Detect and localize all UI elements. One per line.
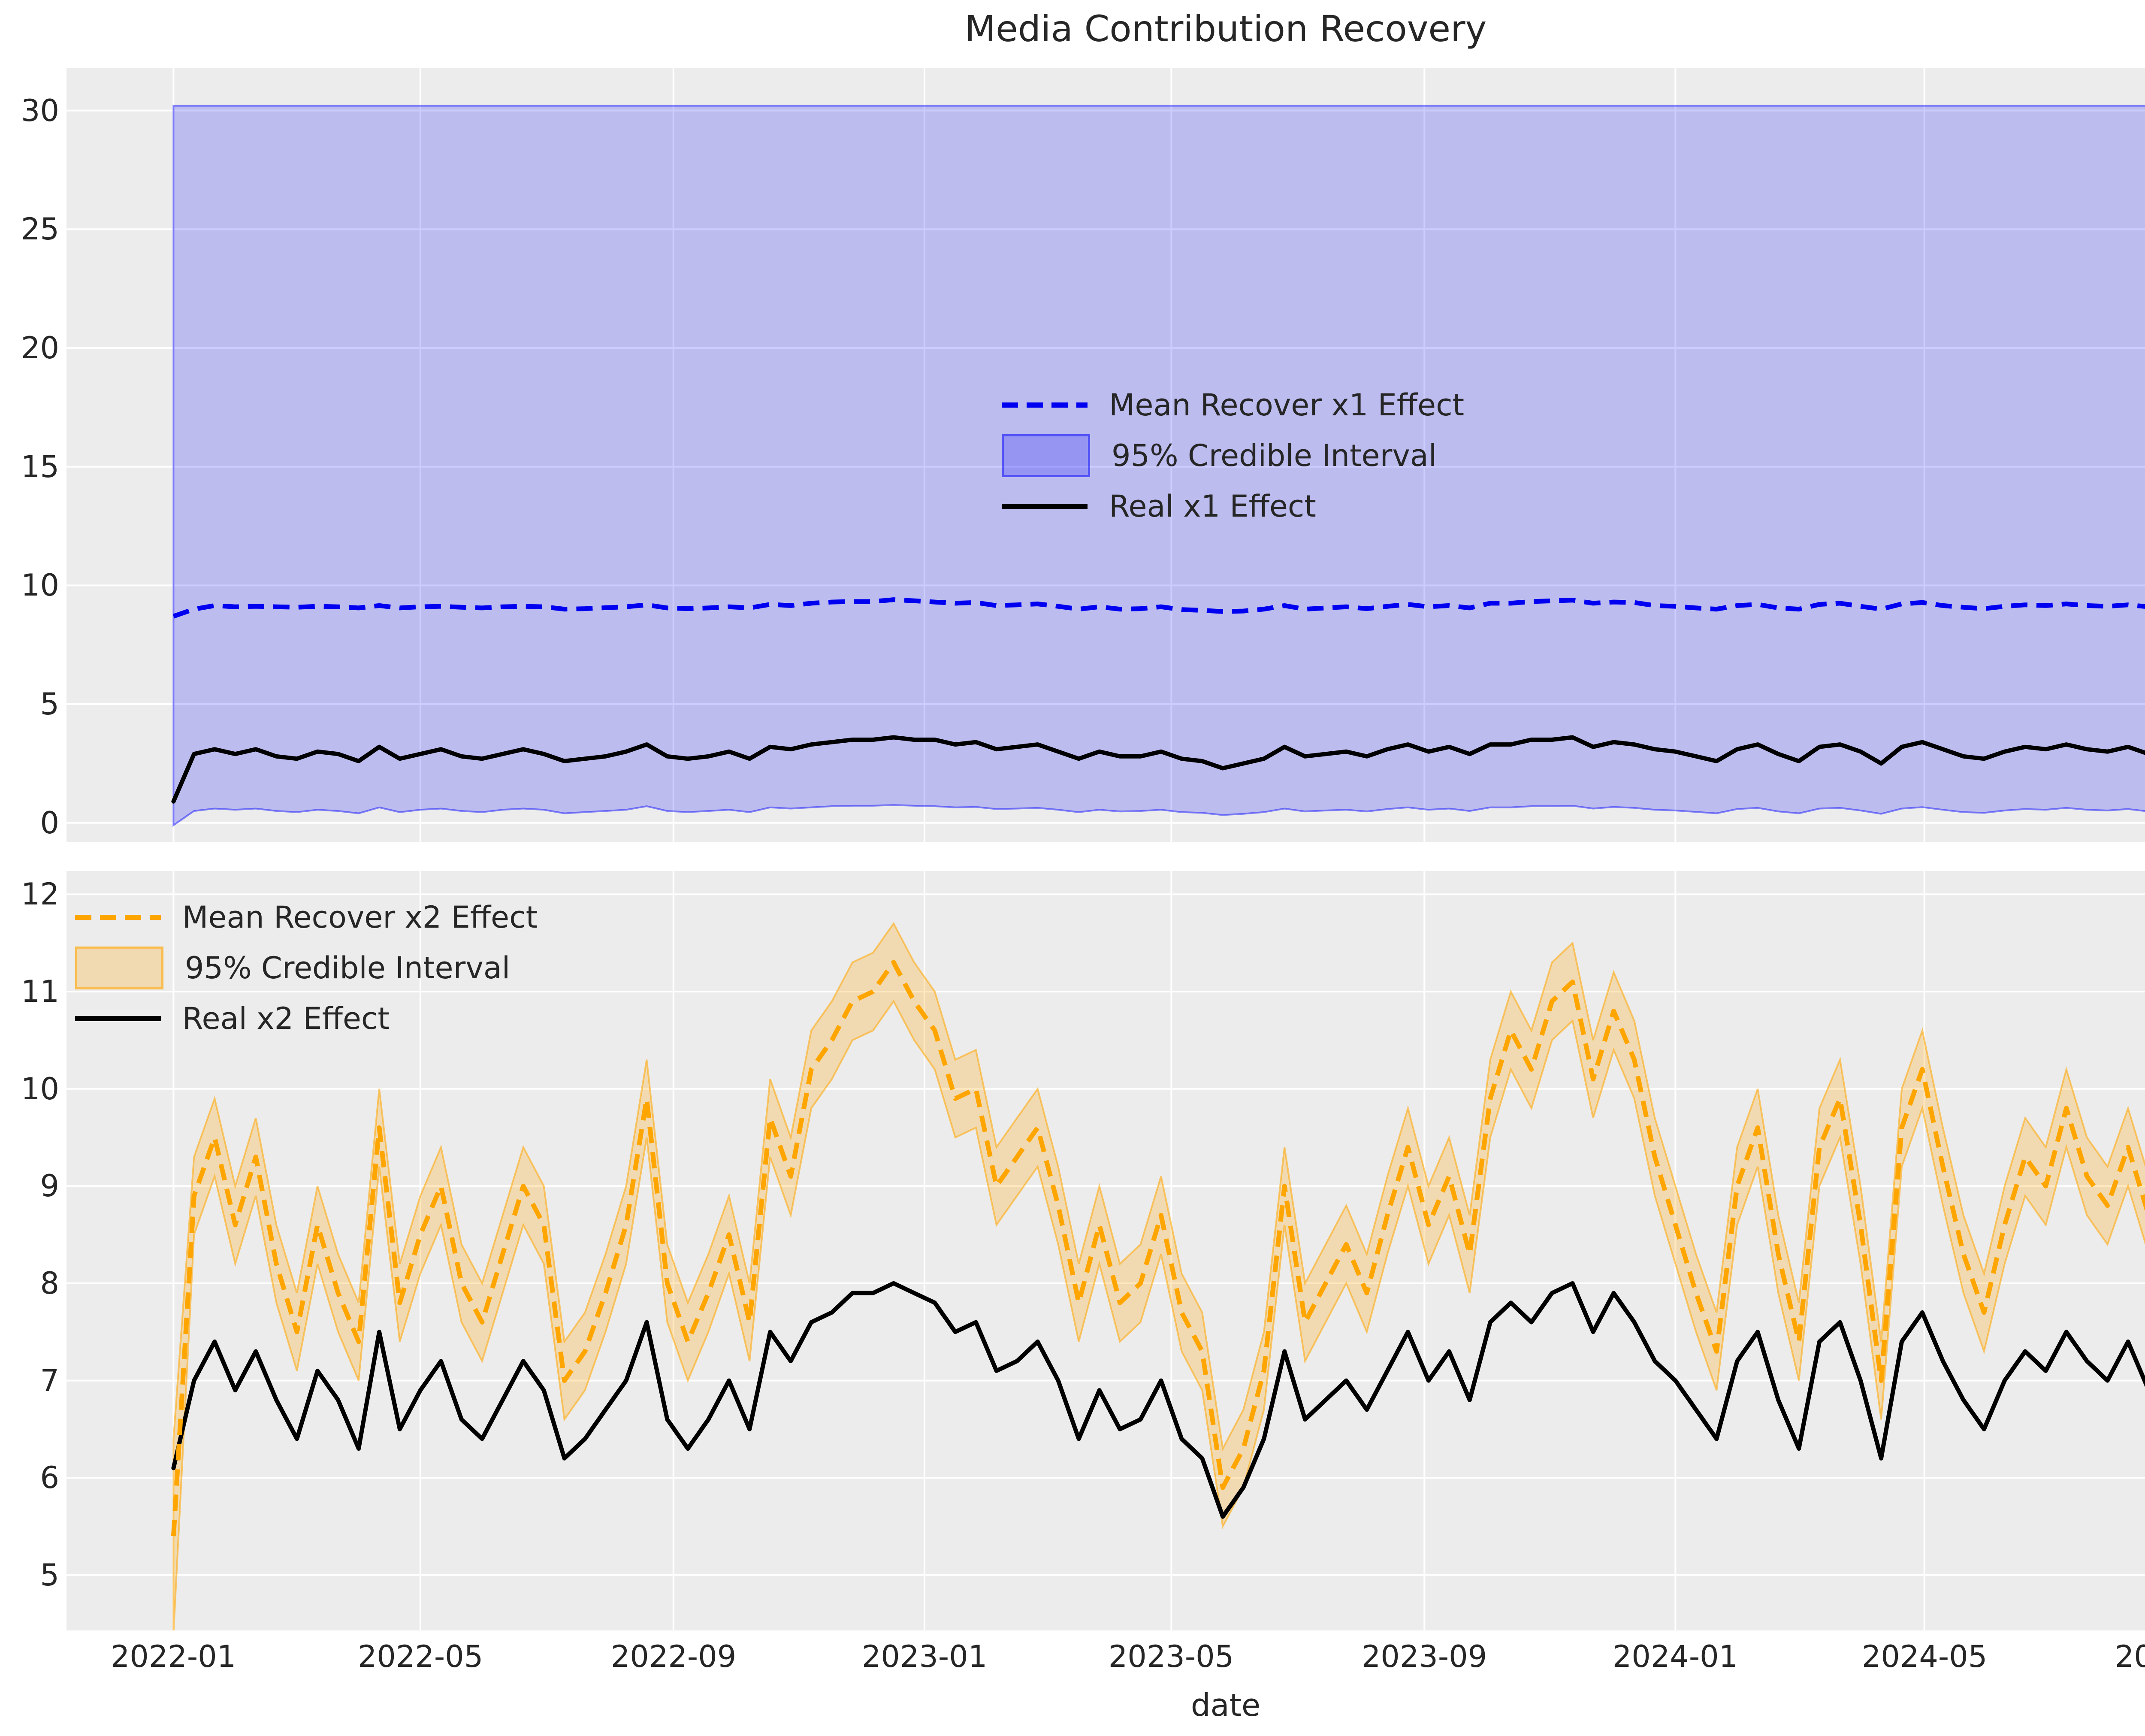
y-tick-label: 12	[21, 877, 59, 912]
legend-label: Mean Recover x1 Effect	[1109, 387, 1465, 423]
legend-item-real-x2: Real x2 Effect	[75, 999, 538, 1038]
legend-label: Mean Recover x2 Effect	[182, 899, 538, 935]
mean-x2-line	[171, 960, 2145, 1536]
legend-label: Real x2 Effect	[182, 1001, 390, 1036]
legend-item-ci-x1: 95% Credible Interval	[1002, 434, 1464, 477]
legend-x2: Mean Recover x2 Effect 95% Credible Inte…	[75, 898, 538, 1038]
y-tick-label: 20	[21, 330, 59, 366]
dashed-line-swatch	[1002, 402, 1088, 408]
legend-label: Real x1 Effect	[1109, 488, 1316, 524]
credible-band-x1	[172, 105, 2145, 827]
solid-line-swatch	[1002, 504, 1088, 509]
subplot-x1	[66, 68, 2145, 842]
solid-line-swatch	[75, 1016, 161, 1021]
legend-item-real-x1: Real x1 Effect	[1002, 487, 1464, 526]
x-axis-label: date	[1190, 1687, 1261, 1723]
y-tick-label: 30	[21, 93, 59, 128]
legend-item-ci-x2: 95% Credible Interval	[75, 947, 538, 989]
credible-band-x2	[172, 922, 2145, 1630]
y-tick-label: 15	[21, 449, 59, 484]
y-tick-label: 5	[40, 687, 59, 722]
y-tick-label: 11	[21, 974, 59, 1009]
legend-label: 95% Credible Interval	[185, 950, 511, 986]
real-x2-line	[171, 1281, 2145, 1519]
y-tick-label: 9	[40, 1168, 59, 1204]
y-tick-label: 25	[21, 212, 59, 247]
y-tick-label: 0	[40, 805, 59, 841]
x-tick-label: 2023-01	[861, 1639, 988, 1674]
x-tick-label: 2022-05	[357, 1639, 483, 1674]
x-tick-label: 2022-01	[110, 1639, 236, 1674]
mean-x1-line	[172, 597, 2145, 619]
chart-title: Media Contribution Recovery	[964, 8, 1487, 50]
legend-label: 95% Credible Interval	[1112, 438, 1437, 473]
band-swatch	[1002, 434, 1090, 477]
y-tick-label: 5	[40, 1558, 59, 1593]
legend-item-mean-x1: Mean Recover x1 Effect	[1002, 385, 1464, 425]
legend-x1: Mean Recover x1 Effect 95% Credible Inte…	[1002, 385, 1464, 526]
x-tick-label: 2024-01	[1612, 1639, 1738, 1674]
x-tick-label: 2022-09	[610, 1639, 737, 1674]
y-tick-label: 10	[21, 568, 59, 603]
x-tick-label: 2023-05	[1108, 1639, 1234, 1674]
x-tick-label: 2024-09	[2115, 1639, 2145, 1674]
y-tick-label: 10	[21, 1071, 59, 1107]
legend-item-mean-x2: Mean Recover x2 Effect	[75, 898, 538, 937]
x-tick-label: 2024-05	[1861, 1639, 1988, 1674]
band-swatch	[75, 947, 163, 989]
y-tick-label: 6	[40, 1460, 59, 1495]
y-tick-label: 7	[40, 1363, 59, 1398]
real-x1-line	[171, 735, 2145, 804]
dashed-line-swatch	[75, 915, 161, 920]
subplot-x2	[66, 871, 2145, 1630]
y-tick-label: 8	[40, 1266, 59, 1301]
x-tick-label: 2023-09	[1361, 1639, 1487, 1674]
